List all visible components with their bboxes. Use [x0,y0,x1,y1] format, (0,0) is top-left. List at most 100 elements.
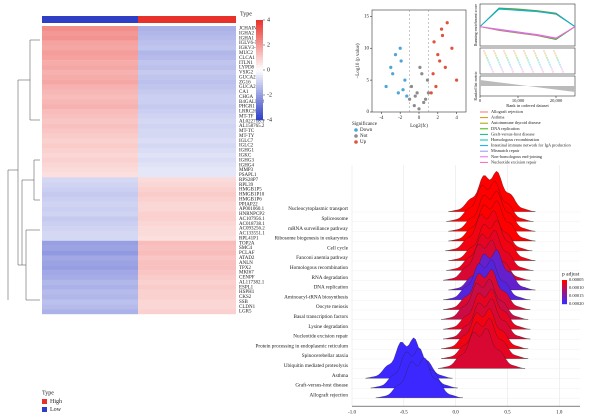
point [432,40,436,44]
colorbar-step [256,42,263,46]
colorbar-step [256,47,263,51]
heat-cell [42,265,138,271]
gene-label: HMGB1P5 [239,188,262,193]
gene-label: AL117382.1 [239,280,265,285]
colorbar-step [256,52,263,56]
point [426,91,430,95]
heat-cell [138,226,236,232]
colorbar-step [256,62,263,66]
x-tick-label: 20,000 [550,98,563,104]
group-annotation [138,16,236,23]
gene-label: CLDN1 [239,305,256,310]
series-line [479,26,576,39]
colorbar-step [256,105,263,108]
heat-cell [42,30,138,36]
heat-cell [42,309,138,315]
colorbar-step [256,85,263,88]
heat-cell [42,79,138,85]
heat-cell [42,143,138,149]
gene-label: RPL39 [239,183,254,188]
heat-cell [42,55,138,61]
gene-label: MT-TC [239,129,255,134]
point [443,65,447,69]
category-label: mRNA surveillance pathway [288,226,348,232]
gene-label: RPL41P1 [239,236,259,241]
gene-label: LRRC26 [239,110,258,115]
colorbar-label: -4 [267,117,272,123]
legend-label: Intestinal immune network for IgA produc… [491,143,571,148]
dendrogram [7,39,40,301]
heat-cell [42,157,138,163]
heat-cell [138,79,236,85]
ridge [375,357,463,398]
x-tick-label: 10,000 [512,98,525,104]
gene-label: PSAPL1 [239,173,257,178]
heat-cell [138,304,236,310]
x-tick-label: 0 [479,98,482,103]
category-label: Oocyte meiosis [316,304,348,310]
colorbar-step [562,292,567,294]
heat-cell [138,65,236,71]
colorbar-step [256,80,263,83]
legend-swatch [42,399,47,404]
point [439,27,444,31]
point [429,91,433,95]
legend-label: Homologous recombination [491,137,540,142]
heat-cell [42,65,138,71]
point [438,59,442,63]
gene-label: SSB [239,300,249,305]
gene-label: IGHA2 [239,31,254,36]
gene-label: AL022718.1 [239,119,265,124]
category-label: Cell cycle [327,245,349,251]
y2-axis-label: Ranked list metric [473,71,478,101]
gene-label: B4GALNT2 [239,100,265,105]
x-tick-label: 0.0 [453,410,460,415]
heat-cell [42,235,138,241]
point [384,84,388,89]
series-line [479,7,576,27]
gene-label: IGHG1 [239,149,254,154]
heat-cell [42,221,138,227]
point [412,104,416,108]
colorbar-step [256,22,263,26]
point [398,46,402,50]
gene-label: PCLAF [239,251,255,256]
colorbar-step [256,100,263,103]
heat-cell [138,50,236,56]
heat-cell [42,270,138,276]
heat-cell [42,69,138,76]
gene-label: HSPH1 [239,290,255,295]
heat-cell [138,167,236,173]
colorbar-step [256,27,263,31]
heat-cell [42,211,138,217]
heat-cell [42,167,138,173]
heat-cell [138,231,236,237]
heat-cell [138,201,236,207]
x-axis-label: Rank in ordered dataset [506,103,549,108]
point [423,97,428,101]
legend-title: Significance [352,122,378,127]
heat-cell [42,74,138,80]
gene-label: IGLC2 [239,144,254,149]
colorbar-step [256,55,263,58]
x-tick-label: 0.5 [504,410,511,415]
heat-cell [138,89,236,95]
point [413,94,417,98]
heat-cell [138,172,236,178]
colorbar-step [256,30,263,33]
heat-cell [138,157,236,163]
gene-label: AC107956.1 [239,217,265,222]
y-tick-label: 5 [367,78,370,83]
colorbar-step [256,25,263,28]
heat-cell [42,255,138,261]
point [436,53,440,57]
legend-swatch [354,128,358,132]
heat-cell [138,152,236,158]
colorbar-step [256,20,263,23]
colorbar-label: -2 [267,92,272,98]
colorbar-label: 0.00010 [569,285,584,290]
gene-label: IGLC7 [239,139,254,144]
legend-label: Autoimmune thyroid disease [491,120,541,125]
category-label: Homologous recombination [290,265,348,271]
